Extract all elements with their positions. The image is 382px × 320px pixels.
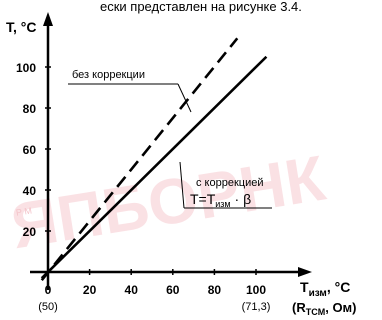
x-tick-label: 100 [246, 283, 266, 297]
annotation-leader-line-2 [179, 161, 185, 209]
x-axis-title-2: (RTCM, Ом) [292, 300, 357, 317]
series-group [40, 37, 268, 282]
series-line-without-correction [40, 37, 239, 282]
x-tick-label: 0 [45, 283, 52, 297]
y-tick-label: 40 [23, 184, 37, 198]
x-tick-label: 40 [125, 283, 139, 297]
axis-ticks: 0 20 40 60 80 100 (50) (71,3) 20 40 60 80 100 [16, 61, 270, 313]
y-tick-label: 20 [23, 225, 37, 239]
series-line-with-correction [40, 55, 268, 280]
y-axis-label: T, °C [6, 19, 37, 35]
formula-sub: изм [215, 199, 230, 209]
x-axis-label: Tизм, °C (RTCM, Ом) [292, 279, 357, 317]
x-tick-sublabel: (71,3) [242, 301, 271, 313]
y-axis-arrow-icon [43, 12, 53, 26]
x-tick-label: 80 [208, 283, 222, 297]
x-axis-arrow-icon [298, 267, 312, 277]
x-axis-title-unit: , °C [327, 279, 351, 295]
annotation-with-correction: с коррекцией [196, 177, 263, 189]
x-tick-label: 20 [83, 283, 97, 297]
formula-main: T=T [190, 191, 216, 207]
y-axis-title: T, °C [6, 19, 37, 35]
x-axis-title-2-open: (R [292, 300, 306, 315]
x-axis-title: Tизм, °C [300, 279, 350, 299]
annotation-formula: T=Tизм · β [190, 191, 251, 209]
y-tick-label: 100 [16, 61, 36, 75]
watermark-subtext: Р М [15, 205, 32, 217]
annotation-leader-line [177, 83, 192, 113]
x-axis-title-2-sub: TCM [306, 307, 326, 317]
x-axis-title-sub: изм [309, 288, 327, 299]
y-tick-label: 80 [23, 102, 37, 116]
y-tick-label: 60 [23, 143, 37, 157]
formula-tail: · β [231, 191, 252, 207]
x-axis-title-main: T [300, 279, 309, 295]
annotations-group: без коррекции с коррекцией T=Tизм · β [68, 69, 272, 209]
watermark-text: ЯПБОРНК [6, 141, 330, 262]
caption-fragment: ески представлен на рисунке 3.4. [100, 0, 302, 14]
x-tick-sublabel: (50) [38, 301, 58, 313]
x-tick-label: 60 [166, 283, 180, 297]
annotation-without-correction: без коррекции [72, 69, 145, 81]
x-axis-title-2-close: , Ом) [325, 300, 356, 315]
